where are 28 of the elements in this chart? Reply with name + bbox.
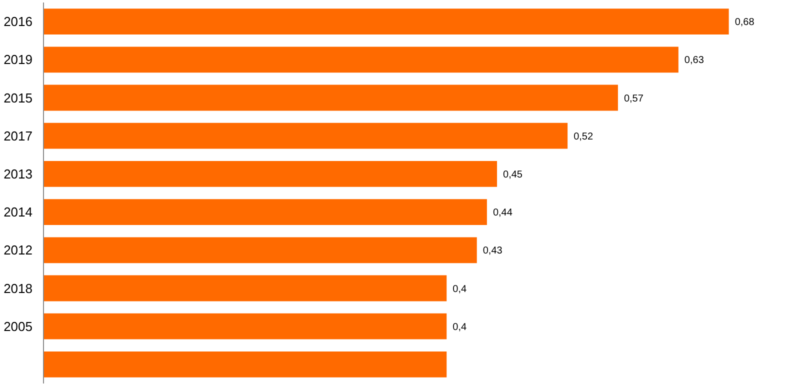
- bar: [44, 237, 477, 264]
- data-label: 0,52: [574, 131, 594, 142]
- y-tick-label: 2005: [4, 318, 32, 334]
- y-tick-label: 2019: [4, 52, 32, 68]
- bar: [44, 8, 729, 35]
- data-label: 0,4: [452, 322, 467, 333]
- y-tick-label: 2016: [4, 14, 32, 30]
- y-tick-label: 2014: [4, 204, 32, 220]
- bar: [44, 84, 618, 111]
- data-label: 0,68: [734, 17, 755, 28]
- y-tick-label: 2017: [4, 128, 32, 144]
- bar: [44, 313, 447, 340]
- y-tick-label: 2012: [4, 242, 32, 258]
- data-label: 0,57: [624, 93, 644, 104]
- data-label: 0,4: [452, 284, 467, 295]
- bar: [44, 122, 568, 149]
- bar: [44, 275, 447, 302]
- bar: [44, 46, 678, 73]
- data-label: 0,63: [684, 55, 704, 66]
- bar: [44, 199, 487, 226]
- y-tick-label: 2015: [4, 90, 32, 106]
- bar: [44, 160, 498, 187]
- y-tick-label: 2018: [4, 280, 32, 296]
- y-tick-label: 2013: [4, 166, 32, 182]
- bar: [44, 351, 447, 378]
- data-label: 0,44: [492, 208, 513, 219]
- data-label: 0,43: [482, 246, 503, 257]
- data-label: 0,45: [503, 169, 523, 180]
